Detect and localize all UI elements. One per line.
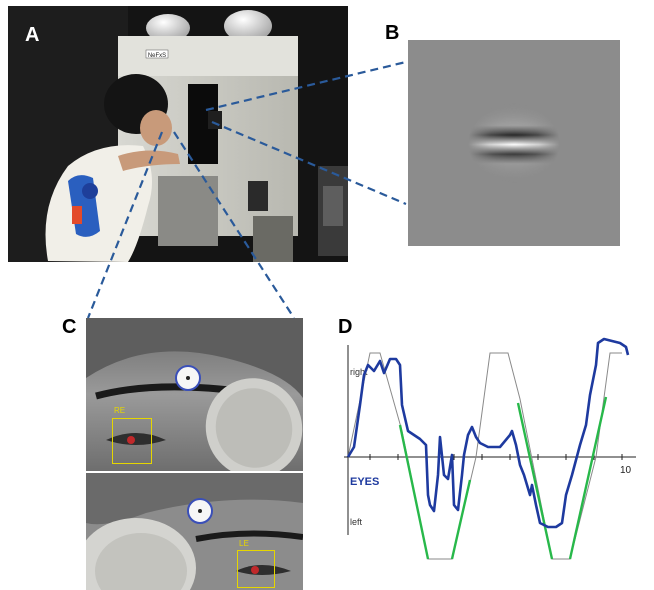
left-pupil [251, 566, 259, 574]
left-eye-tracking-box [237, 550, 275, 588]
left-eye-label: LE [239, 539, 249, 548]
panel-c-eye-camera-right: RE [86, 318, 303, 471]
panel-a-photo: NeFxS [8, 6, 348, 262]
panel-d-eye-trace-plot: right left EYES 10 [344, 337, 636, 560]
panel-b-letter: B [385, 22, 400, 44]
panel-a-letter: A [25, 24, 40, 46]
eye-position-trace [346, 337, 630, 529]
right-eye-tracking-box [112, 418, 152, 464]
target-trace-gray [347, 352, 622, 560]
panel-c-letter: C [62, 316, 77, 338]
target-trace-green [398, 396, 608, 560]
y-label-right: right [350, 367, 368, 377]
eyes-label: EYES [350, 476, 379, 488]
panel-d-letter: D [338, 316, 353, 338]
svg-text:NeFxS: NeFxS [148, 53, 166, 59]
right-pupil [127, 436, 135, 444]
y-label-left: left [350, 517, 363, 527]
right-eye-label: RE [114, 406, 126, 415]
panel-c-eye-camera-left: LE [86, 473, 303, 590]
panel-b-gabor-stimulus [408, 40, 620, 246]
x-tick-label-10: 10 [620, 465, 632, 476]
